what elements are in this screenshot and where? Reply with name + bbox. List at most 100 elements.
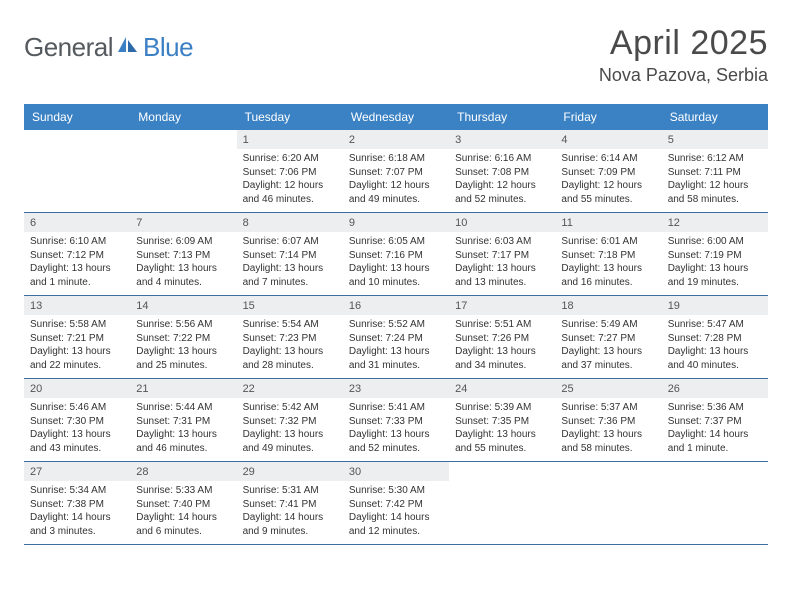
location: Nova Pazova, Serbia — [599, 65, 768, 86]
calendar-cell: 2Sunrise: 6:18 AMSunset: 7:07 PMDaylight… — [343, 130, 449, 212]
day-number: 28 — [130, 462, 236, 481]
day-details: Sunrise: 5:49 AMSunset: 7:27 PMDaylight:… — [555, 315, 661, 377]
daylight-line: Daylight: 13 hours and 10 minutes. — [349, 262, 443, 289]
calendar-cell: 25Sunrise: 5:37 AMSunset: 7:36 PMDayligh… — [555, 379, 661, 461]
sunset-line: Sunset: 7:12 PM — [30, 249, 124, 263]
day-number: 1 — [237, 130, 343, 149]
sunset-line: Sunset: 7:26 PM — [455, 332, 549, 346]
day-number: 9 — [343, 213, 449, 232]
day-number: 26 — [662, 379, 768, 398]
day-details: Sunrise: 5:31 AMSunset: 7:41 PMDaylight:… — [237, 481, 343, 543]
day-details: Sunrise: 6:03 AMSunset: 7:17 PMDaylight:… — [449, 232, 555, 294]
sail-icon — [117, 35, 139, 60]
day-details: Sunrise: 6:07 AMSunset: 7:14 PMDaylight:… — [237, 232, 343, 294]
sunrise-line: Sunrise: 6:01 AM — [561, 235, 655, 249]
sunrise-line: Sunrise: 5:33 AM — [136, 484, 230, 498]
weekday-header: Monday — [130, 104, 236, 130]
day-details: Sunrise: 6:09 AMSunset: 7:13 PMDaylight:… — [130, 232, 236, 294]
calendar-cell-empty — [662, 462, 768, 544]
day-details: Sunrise: 6:18 AMSunset: 7:07 PMDaylight:… — [343, 149, 449, 211]
sunset-line: Sunset: 7:28 PM — [668, 332, 762, 346]
daylight-line: Daylight: 13 hours and 19 minutes. — [668, 262, 762, 289]
day-details: Sunrise: 6:20 AMSunset: 7:06 PMDaylight:… — [237, 149, 343, 211]
calendar-cell-empty — [130, 130, 236, 212]
calendar-cell: 20Sunrise: 5:46 AMSunset: 7:30 PMDayligh… — [24, 379, 130, 461]
calendar-cell: 19Sunrise: 5:47 AMSunset: 7:28 PMDayligh… — [662, 296, 768, 378]
calendar-cell: 10Sunrise: 6:03 AMSunset: 7:17 PMDayligh… — [449, 213, 555, 295]
daylight-line: Daylight: 13 hours and 52 minutes. — [349, 428, 443, 455]
sunrise-line: Sunrise: 6:07 AM — [243, 235, 337, 249]
sunrise-line: Sunrise: 5:30 AM — [349, 484, 443, 498]
sunset-line: Sunset: 7:07 PM — [349, 166, 443, 180]
calendar-cell: 22Sunrise: 5:42 AMSunset: 7:32 PMDayligh… — [237, 379, 343, 461]
sunrise-line: Sunrise: 5:47 AM — [668, 318, 762, 332]
day-number: 5 — [662, 130, 768, 149]
calendar-cell-empty — [449, 462, 555, 544]
daylight-line: Daylight: 13 hours and 16 minutes. — [561, 262, 655, 289]
sunset-line: Sunset: 7:22 PM — [136, 332, 230, 346]
day-details: Sunrise: 5:51 AMSunset: 7:26 PMDaylight:… — [449, 315, 555, 377]
day-number: 25 — [555, 379, 661, 398]
sunset-line: Sunset: 7:27 PM — [561, 332, 655, 346]
sunrise-line: Sunrise: 6:18 AM — [349, 152, 443, 166]
calendar-cell: 3Sunrise: 6:16 AMSunset: 7:08 PMDaylight… — [449, 130, 555, 212]
calendar-row: 20Sunrise: 5:46 AMSunset: 7:30 PMDayligh… — [24, 379, 768, 462]
sunset-line: Sunset: 7:06 PM — [243, 166, 337, 180]
calendar-body: 1Sunrise: 6:20 AMSunset: 7:06 PMDaylight… — [24, 130, 768, 545]
day-number: 4 — [555, 130, 661, 149]
sunset-line: Sunset: 7:19 PM — [668, 249, 762, 263]
calendar-row: 1Sunrise: 6:20 AMSunset: 7:06 PMDaylight… — [24, 130, 768, 213]
day-number: 23 — [343, 379, 449, 398]
day-number: 22 — [237, 379, 343, 398]
sunrise-line: Sunrise: 5:34 AM — [30, 484, 124, 498]
day-number: 3 — [449, 130, 555, 149]
weekday-header: Friday — [555, 104, 661, 130]
daylight-line: Daylight: 13 hours and 34 minutes. — [455, 345, 549, 372]
daylight-line: Daylight: 13 hours and 22 minutes. — [30, 345, 124, 372]
day-number: 2 — [343, 130, 449, 149]
day-number: 8 — [237, 213, 343, 232]
weekday-header: Thursday — [449, 104, 555, 130]
sunrise-line: Sunrise: 6:10 AM — [30, 235, 124, 249]
day-details: Sunrise: 5:36 AMSunset: 7:37 PMDaylight:… — [662, 398, 768, 460]
day-details: Sunrise: 5:34 AMSunset: 7:38 PMDaylight:… — [24, 481, 130, 543]
sunrise-line: Sunrise: 5:42 AM — [243, 401, 337, 415]
sunrise-line: Sunrise: 5:56 AM — [136, 318, 230, 332]
day-number: 11 — [555, 213, 661, 232]
sunset-line: Sunset: 7:41 PM — [243, 498, 337, 512]
sunset-line: Sunset: 7:42 PM — [349, 498, 443, 512]
logo-text-blue: Blue — [143, 32, 193, 63]
sunrise-line: Sunrise: 5:44 AM — [136, 401, 230, 415]
day-details: Sunrise: 5:30 AMSunset: 7:42 PMDaylight:… — [343, 481, 449, 543]
daylight-line: Daylight: 13 hours and 25 minutes. — [136, 345, 230, 372]
weekday-header: Wednesday — [343, 104, 449, 130]
sunrise-line: Sunrise: 5:36 AM — [668, 401, 762, 415]
calendar-cell: 16Sunrise: 5:52 AMSunset: 7:24 PMDayligh… — [343, 296, 449, 378]
sunrise-line: Sunrise: 5:49 AM — [561, 318, 655, 332]
calendar-cell: 26Sunrise: 5:36 AMSunset: 7:37 PMDayligh… — [662, 379, 768, 461]
day-details: Sunrise: 6:16 AMSunset: 7:08 PMDaylight:… — [449, 149, 555, 211]
calendar-row: 6Sunrise: 6:10 AMSunset: 7:12 PMDaylight… — [24, 213, 768, 296]
sunset-line: Sunset: 7:13 PM — [136, 249, 230, 263]
calendar-cell: 29Sunrise: 5:31 AMSunset: 7:41 PMDayligh… — [237, 462, 343, 544]
calendar: SundayMondayTuesdayWednesdayThursdayFrid… — [24, 104, 768, 545]
daylight-line: Daylight: 12 hours and 52 minutes. — [455, 179, 549, 206]
daylight-line: Daylight: 13 hours and 58 minutes. — [561, 428, 655, 455]
daylight-line: Daylight: 13 hours and 31 minutes. — [349, 345, 443, 372]
logo-text-general: General — [24, 32, 113, 63]
day-details: Sunrise: 5:33 AMSunset: 7:40 PMDaylight:… — [130, 481, 236, 543]
daylight-line: Daylight: 13 hours and 13 minutes. — [455, 262, 549, 289]
day-number: 19 — [662, 296, 768, 315]
sunrise-line: Sunrise: 6:03 AM — [455, 235, 549, 249]
sunset-line: Sunset: 7:37 PM — [668, 415, 762, 429]
sunrise-line: Sunrise: 5:31 AM — [243, 484, 337, 498]
day-details: Sunrise: 5:42 AMSunset: 7:32 PMDaylight:… — [237, 398, 343, 460]
sunset-line: Sunset: 7:35 PM — [455, 415, 549, 429]
day-details: Sunrise: 5:54 AMSunset: 7:23 PMDaylight:… — [237, 315, 343, 377]
day-number: 12 — [662, 213, 768, 232]
header: General Blue April 2025 Nova Pazova, Ser… — [24, 24, 768, 86]
day-number: 27 — [24, 462, 130, 481]
day-number: 13 — [24, 296, 130, 315]
daylight-line: Daylight: 13 hours and 28 minutes. — [243, 345, 337, 372]
day-number: 29 — [237, 462, 343, 481]
